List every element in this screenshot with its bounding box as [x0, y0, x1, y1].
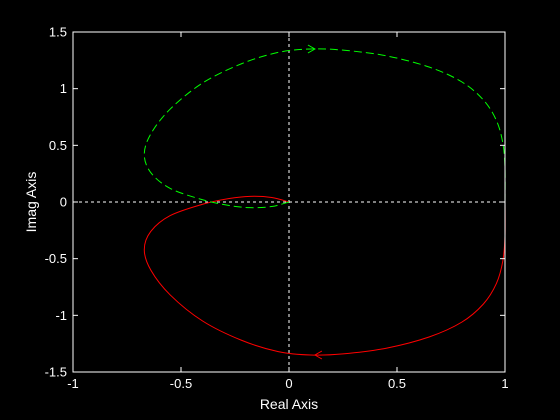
y-tick-label: 1.5 [49, 25, 67, 40]
series-arrow-0 [313, 350, 323, 360]
y-tick-label: -0.5 [45, 251, 67, 266]
x-tick-label: 0.5 [388, 376, 406, 391]
series-line-1 [143, 48, 506, 209]
y-axis-label: Imag Axis [23, 172, 39, 233]
tick-layer: -1 -0.5 0 0.5 11.510.50-0.5-1-1.5 [45, 25, 509, 392]
x-tick-label: 0 [285, 376, 292, 391]
x-tick-label: 1 [501, 376, 508, 391]
y-tick-label: 1 [60, 81, 67, 96]
x-tick-label: -1 [67, 376, 79, 391]
series-arrow-1 [307, 44, 316, 54]
y-tick-label: -1 [55, 308, 67, 323]
series-layer [143, 44, 506, 360]
y-tick-label: -1.5 [45, 365, 67, 380]
x-axis-label: Real Axis [260, 396, 318, 412]
y-tick-label: 0 [60, 195, 67, 210]
x-tick-label: -0.5 [170, 376, 192, 391]
y-tick-label: 0.5 [49, 138, 67, 153]
